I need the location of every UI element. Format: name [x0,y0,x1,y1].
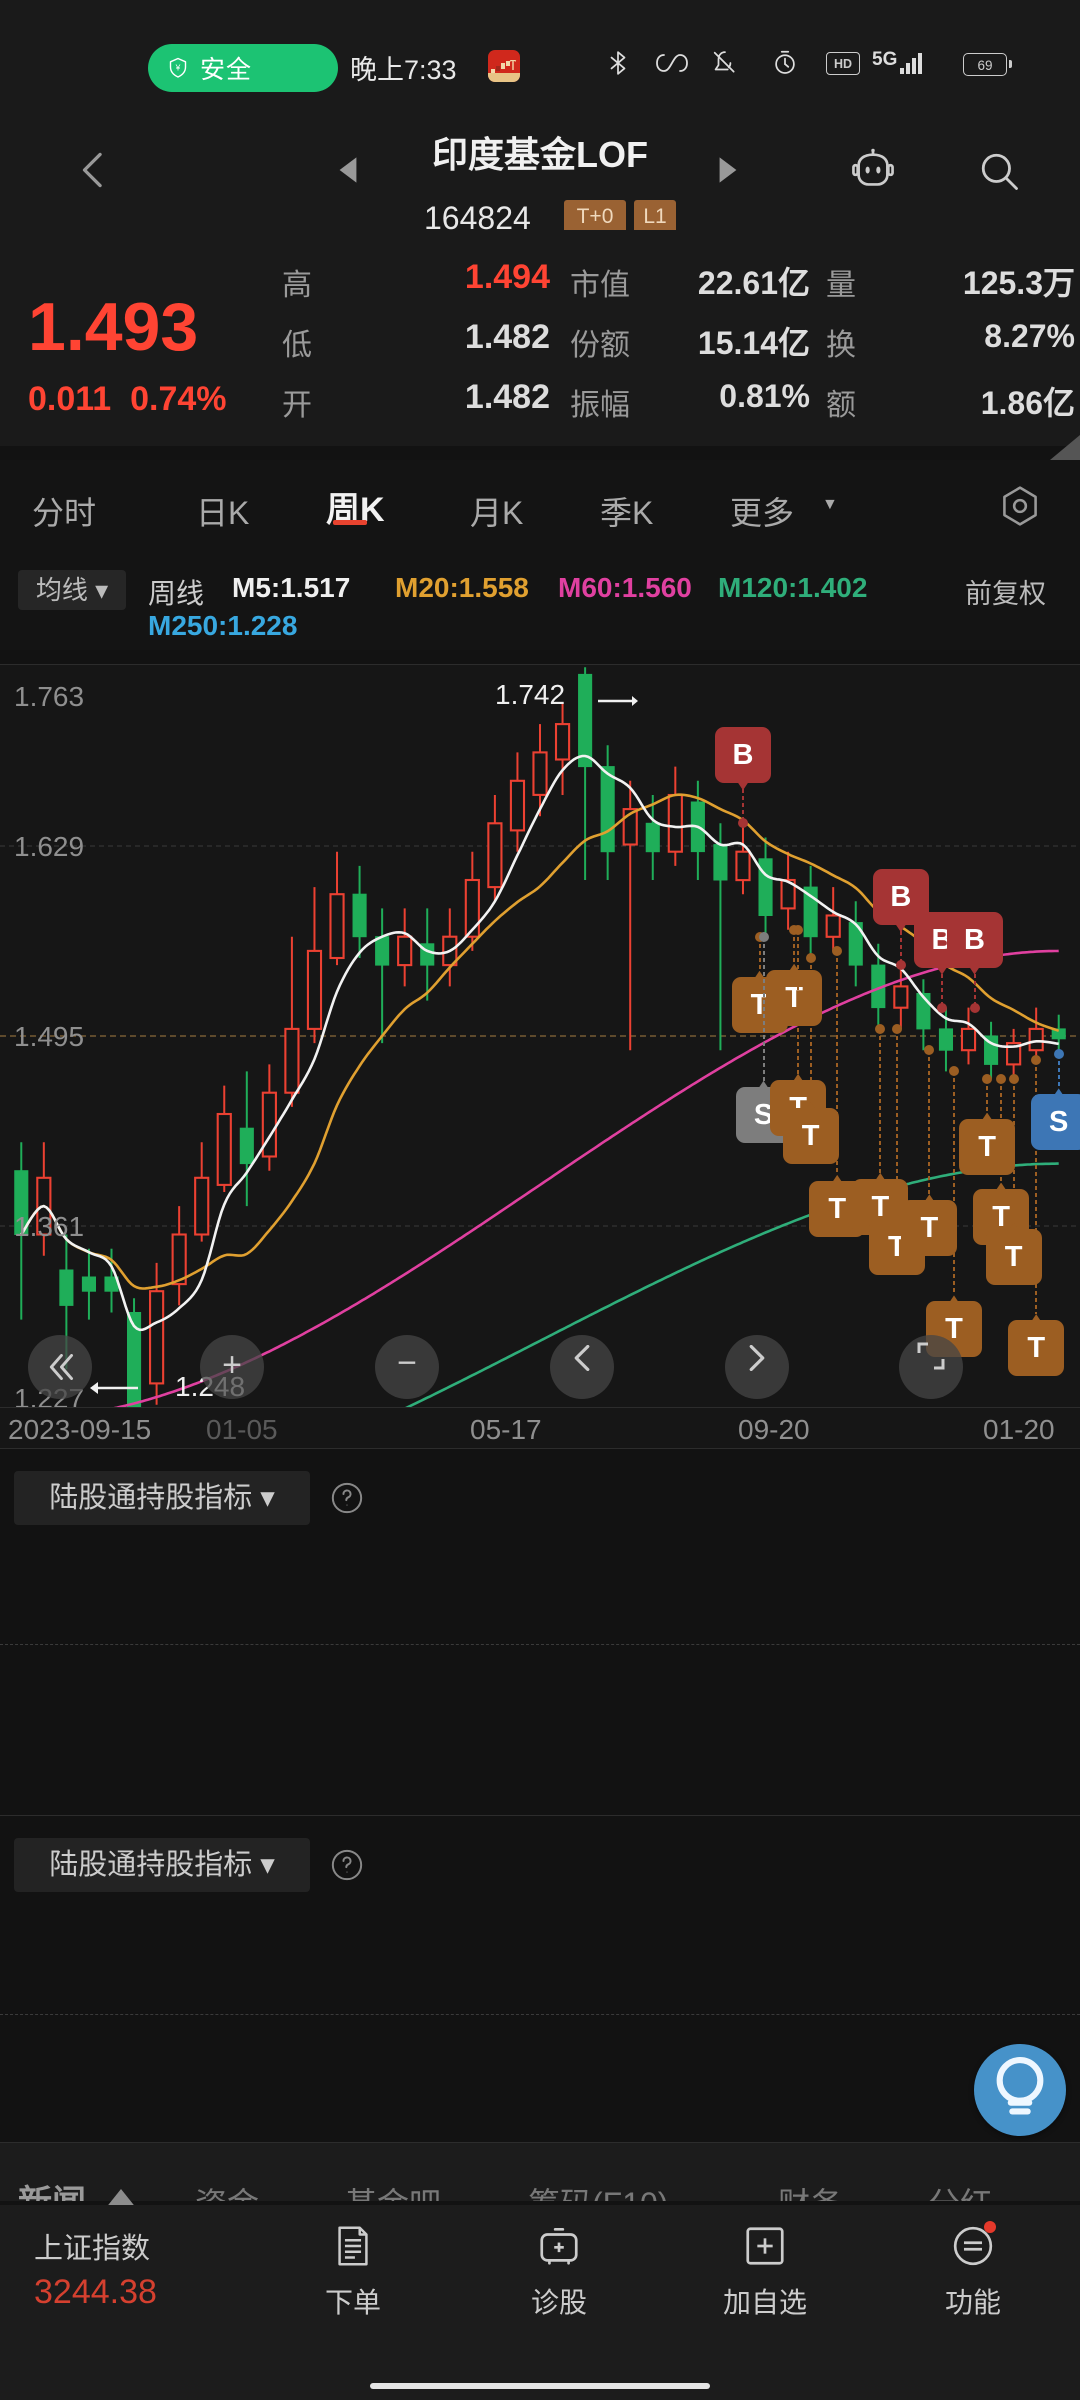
svg-text:¥: ¥ [175,62,181,72]
